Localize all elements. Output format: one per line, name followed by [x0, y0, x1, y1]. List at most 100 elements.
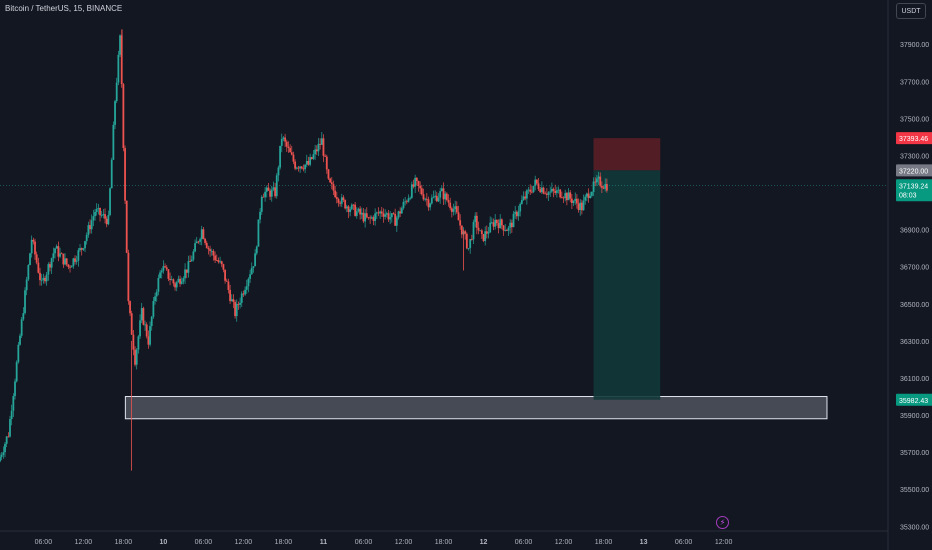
candle-body	[499, 219, 502, 229]
candle-body	[544, 193, 547, 195]
candle-body	[525, 190, 528, 199]
candle-body	[192, 251, 195, 260]
candle-body	[564, 193, 567, 199]
candle-body	[350, 204, 353, 210]
candle-body	[10, 410, 13, 420]
x-tick-label: 18:00	[115, 539, 133, 546]
candle-body	[224, 269, 226, 281]
candle-body	[310, 157, 313, 159]
candle-body	[272, 187, 275, 190]
candle-body	[265, 187, 268, 192]
candle-body	[407, 198, 410, 202]
support-zone-box	[124, 396, 828, 420]
candle-body	[474, 215, 477, 223]
candle-body	[290, 152, 293, 155]
candle-body	[5, 436, 8, 444]
candle-body	[334, 190, 337, 198]
candle-body	[199, 239, 201, 242]
candle-body	[472, 222, 475, 240]
candle-body	[102, 214, 105, 216]
candle-body	[375, 212, 378, 214]
candle-body	[327, 169, 330, 179]
candle-body	[605, 184, 608, 191]
candle-body	[292, 154, 295, 162]
candle-body	[92, 216, 95, 221]
candle-body	[560, 197, 563, 199]
x-tick-label: 12:00	[75, 539, 93, 546]
candle-body	[477, 227, 480, 231]
candle-body	[205, 242, 208, 248]
candle-body	[99, 207, 101, 216]
candle-body	[340, 197, 343, 204]
current-price-label: 37139.24	[899, 183, 928, 190]
stop-loss-zone	[593, 138, 661, 171]
candle-body	[505, 230, 508, 231]
x-tick-label: 10	[159, 539, 167, 546]
candle-body	[362, 212, 365, 222]
candle-body	[537, 183, 540, 190]
candle-body	[540, 187, 543, 193]
candle-body	[379, 211, 382, 214]
candle-body	[387, 213, 390, 220]
candle-body	[32, 239, 35, 242]
currency-button[interactable]: USDT	[896, 3, 926, 19]
candle-body	[149, 326, 151, 345]
candle-body	[557, 189, 560, 191]
candle-body	[422, 194, 425, 200]
candle-body	[530, 191, 533, 193]
candle-body	[355, 211, 358, 216]
candle-body	[70, 266, 73, 268]
candle-body	[122, 84, 125, 149]
x-tick-label: 06:00	[195, 539, 213, 546]
candle-body	[89, 225, 91, 230]
candle-body	[42, 277, 45, 281]
candle-body	[367, 217, 370, 219]
candle-body	[480, 230, 483, 235]
candle-body	[195, 241, 198, 244]
candle-body	[220, 261, 223, 265]
candle-body	[470, 239, 473, 240]
candle-body	[459, 220, 462, 226]
candle-body	[177, 278, 180, 283]
candle-body	[594, 181, 597, 183]
candle-body	[75, 260, 78, 262]
candle-body	[397, 211, 400, 218]
candle-body	[434, 195, 437, 197]
y-tick-label: 35300.00	[900, 524, 929, 531]
candle-body	[419, 185, 422, 189]
lightning-icon[interactable]: ⚡	[716, 516, 729, 529]
candle-body	[72, 258, 75, 267]
candle-body	[454, 206, 457, 210]
x-tick-label: 06:00	[35, 539, 53, 546]
stop-price-label-bg	[896, 132, 932, 145]
candle-body	[589, 195, 592, 198]
symbol-title[interactable]: Bitcoin / TetherUS, 15, BINANCE	[5, 4, 123, 13]
candle-body	[320, 138, 323, 145]
candle-body	[197, 241, 200, 243]
candle-body	[450, 208, 453, 212]
candle-body	[602, 187, 605, 189]
candle-body	[520, 200, 523, 204]
candle-body	[0, 456, 1, 462]
candle-body	[279, 145, 282, 168]
x-tick-label: 18:00	[435, 539, 453, 546]
candle-body	[332, 184, 335, 191]
candle-body	[152, 300, 155, 317]
candle-body	[109, 188, 111, 215]
candle-body	[62, 253, 65, 265]
candle-body	[354, 204, 357, 216]
candle-body	[394, 213, 397, 226]
candle-body	[144, 324, 146, 326]
candle-body	[230, 299, 233, 302]
candle-body	[2, 452, 5, 455]
candle-body	[67, 264, 70, 267]
x-tick-label: 12:00	[395, 539, 413, 546]
candle-body	[30, 239, 33, 254]
candle-body	[587, 193, 590, 198]
candle-body	[550, 188, 553, 192]
candle-body	[539, 189, 542, 193]
candle-body	[577, 203, 580, 211]
candle-body	[345, 206, 348, 209]
candle-body	[275, 175, 278, 197]
